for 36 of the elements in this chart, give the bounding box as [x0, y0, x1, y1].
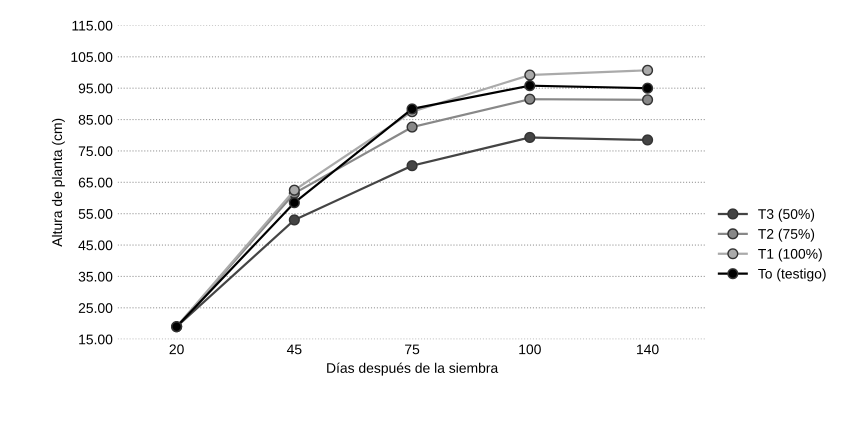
point [288, 197, 300, 208]
x-tick-label: 20 [170, 344, 184, 354]
y-tick-label: 35.00 [78, 272, 112, 282]
point [524, 132, 536, 144]
point [406, 160, 418, 172]
y-tick-label: 55.00 [78, 209, 112, 219]
x-axis-title: Días después de la siembra [327, 362, 498, 376]
point [642, 64, 654, 76]
x-tick-label: 45 [286, 344, 302, 354]
y-tick-label: 115.00 [72, 20, 112, 31]
x-tick-label: 75 [405, 344, 420, 354]
legend-label: T3 (50%) [758, 208, 814, 222]
y-tick-label: 65.00 [78, 178, 112, 188]
y-tick-label: 25.00 [78, 303, 112, 313]
y-tick-label: 15.00 [79, 334, 112, 344]
point [406, 122, 418, 133]
legend-label: T2 (75%) [758, 228, 814, 242]
y-tick-label: 45.00 [78, 240, 112, 250]
x-tick-label: 100 [519, 344, 541, 354]
y-tick-label: 95.00 [78, 84, 112, 94]
point [642, 134, 654, 146]
point [288, 184, 300, 196]
y-axis-title: Altura de planta (cm) [52, 118, 65, 247]
y-tick-label: 75.00 [78, 146, 112, 156]
point [524, 80, 536, 92]
y-tick-label: 105.00 [71, 52, 112, 62]
point [524, 94, 536, 105]
x-tick-label: 140 [637, 344, 659, 354]
point [406, 103, 418, 114]
point [524, 69, 536, 81]
legend-label: To (testigo) [758, 268, 826, 282]
point [288, 214, 300, 226]
legend-label: T1 (100%) [758, 248, 822, 262]
point [642, 82, 654, 94]
point [642, 94, 654, 106]
y-tick-label: 85.00 [78, 114, 112, 125]
